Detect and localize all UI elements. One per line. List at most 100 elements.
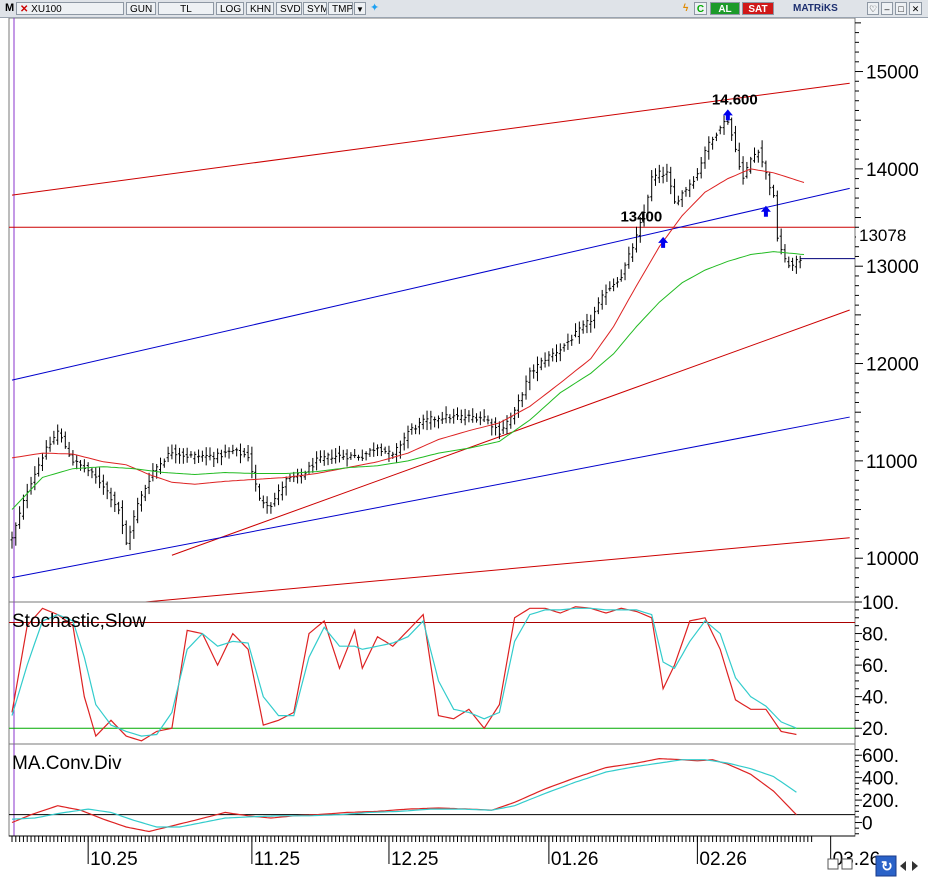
tmp-button[interactable]: TMP [328,2,353,15]
up-arrow-icon [722,109,733,121]
chevron-down-icon[interactable]: ▼ [354,2,366,15]
flash-icon[interactable]: ϟ [683,3,689,14]
price-bar [124,520,128,546]
price-bar [357,454,360,461]
price-bar [71,450,75,466]
price-bar [341,449,345,460]
price-bar [593,306,597,329]
price-bar [456,407,459,421]
price-bar [722,115,726,135]
price-bar [577,321,581,344]
window-close-icon[interactable]: ✕ [909,2,922,15]
heart-icon[interactable]: ♡ [867,2,879,15]
arrow-right-icon[interactable] [912,861,918,871]
price-bar [193,451,197,465]
price-bar [406,425,410,449]
price-bar [467,410,471,423]
period-button[interactable]: GUN [126,2,156,15]
chart-toolbar: M ✕ XU100 GUN TL LOG KHN SVD SYM TMP ▼ ✦… [0,0,928,18]
price-y-tick-label: 13000 [866,257,919,278]
price-bar [619,269,623,282]
price-bar [654,168,657,186]
price-bar [10,531,14,549]
currency-button[interactable]: TL [158,2,214,15]
price-bar [189,451,193,458]
stochastic-y-tick-label: 60. [862,656,888,677]
svd-button[interactable]: SVD [276,2,302,15]
stochastic-line-k [11,606,797,742]
price-bar [425,410,429,431]
price-bar [227,447,231,459]
price-bar [535,356,539,382]
price-bar [581,320,585,334]
price-bar [94,467,98,484]
price-bar [238,443,242,464]
price-bar [741,156,745,185]
price-bar [692,176,696,189]
price-bar [280,481,284,501]
price-bar [18,506,22,529]
price-bar [524,375,528,400]
price-bar [410,423,414,435]
price-bar [79,460,83,471]
price-pane: 14.600 13400 10000 11000 12000 13000 14000 150… [8,17,928,603]
svg-text:↻: ↻ [881,858,893,874]
price-bar [147,472,151,495]
sell-button[interactable]: SAT [742,2,774,15]
price-bar [82,459,86,473]
symbol-field[interactable]: ✕ XU100 [16,2,124,15]
price-bar [330,449,334,464]
price-bar [551,348,555,362]
price-bar [284,476,288,496]
price-bar [448,414,452,424]
price-bar [471,408,475,423]
price-bar [680,190,684,208]
close-icon[interactable]: ✕ [20,4,29,15]
price-bar [372,442,376,457]
price-bar [242,447,246,458]
price-bar [646,194,650,218]
maximize-icon[interactable]: □ [895,2,907,15]
price-bar [52,430,56,445]
price-bar [151,463,155,482]
price-bar [608,281,612,292]
price-bar [711,136,715,150]
price-bar [288,473,292,482]
price-bar [185,447,189,463]
price-bar [574,323,578,338]
price-bar [334,448,338,464]
buy-button[interactable]: AL [710,2,740,15]
price-bar [703,146,707,169]
scroll-controls[interactable]: ↻ [827,855,918,877]
sym-button[interactable]: SYM [303,2,327,15]
price-bar [596,297,600,315]
price-bar [128,525,132,551]
macd-y-tick-label: 200. [862,791,899,812]
price-bar [756,149,760,163]
refresh-c-icon[interactable]: C [694,2,707,15]
price-bar [494,417,498,436]
price-bar [436,415,440,429]
price-bar [623,262,627,281]
khn-button[interactable]: KHN [246,2,274,15]
price-bar [528,367,532,391]
price-bar [642,204,646,227]
price-bar [452,408,456,424]
price-bar [657,164,661,184]
x-tick-label: 10.25 [90,849,138,870]
menu-letter[interactable]: M [5,2,14,14]
price-bar [417,417,421,435]
price-bar [627,246,631,269]
minimize-icon[interactable]: – [881,2,893,15]
price-bar [513,406,517,425]
arrow-left-icon[interactable] [900,861,906,871]
price-bar [539,357,543,371]
price-bar [67,441,71,457]
log-button[interactable]: LOG [216,2,244,15]
price-bar [48,436,52,452]
price-bar [429,410,433,430]
bird-icon[interactable]: ✦ [370,2,380,14]
macd-title: MA.Conv.Div [12,753,122,774]
price-bar [555,344,558,363]
sync-icon[interactable] [875,855,897,877]
